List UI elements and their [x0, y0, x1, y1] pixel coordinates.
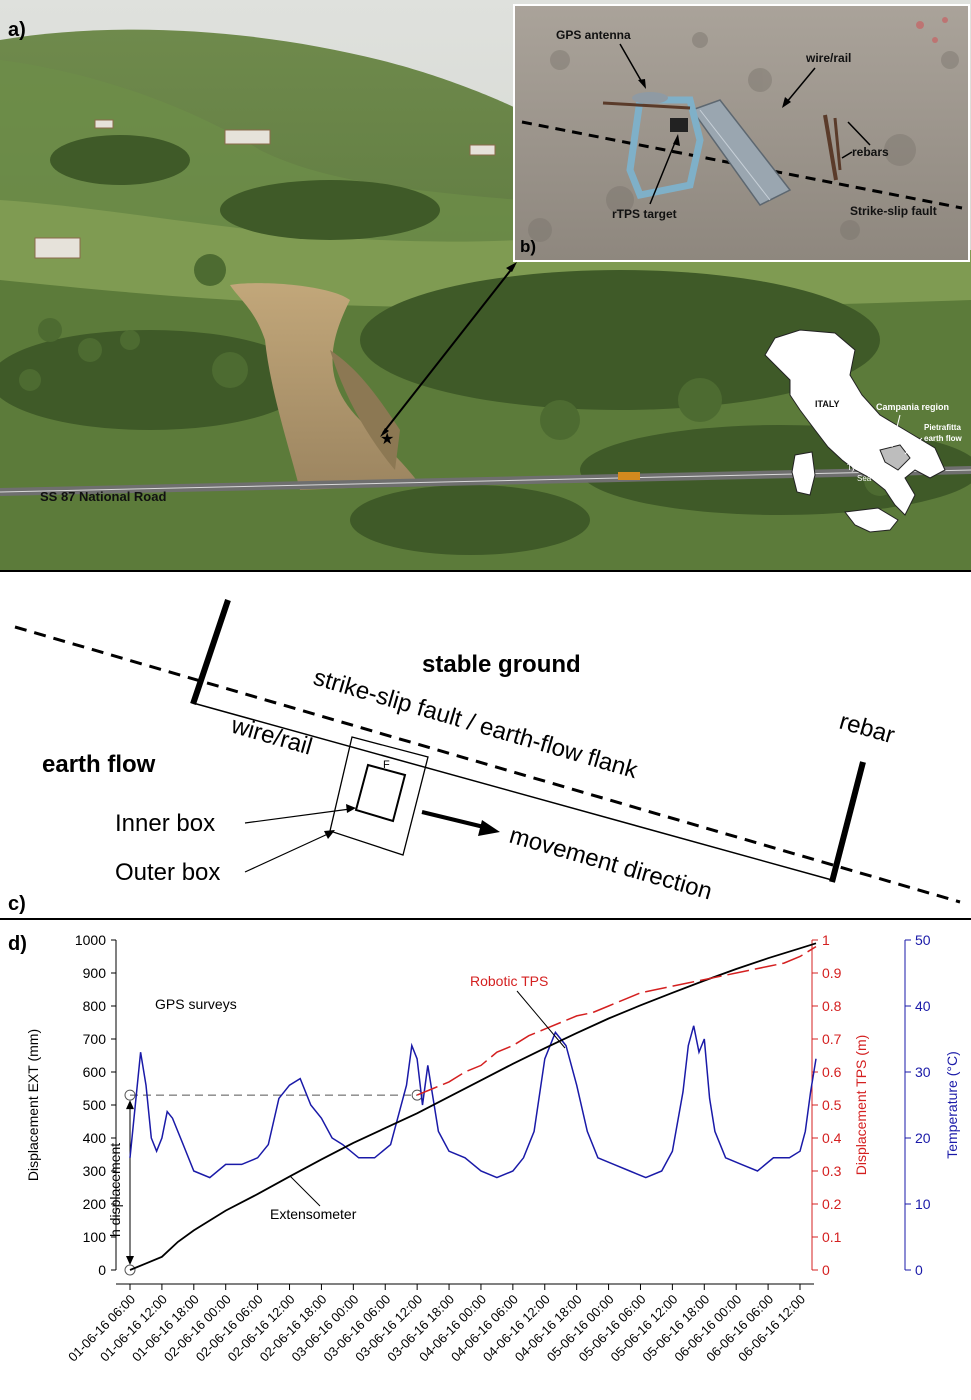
gps-survey-point — [411, 1089, 423, 1101]
y-tick-label-right-temp: 10 — [915, 1196, 931, 1212]
y-tick-label-right-temp: 20 — [915, 1130, 931, 1146]
label-rtps-target: rTPS target — [612, 207, 677, 221]
movement-arrow-icon — [478, 820, 500, 836]
label-wire-rail: wire/rail — [227, 712, 315, 761]
wire-rail-line — [192, 702, 833, 881]
y-tick-label-left: 600 — [83, 1064, 107, 1080]
map-label-sea-1: Tyrrhenian — [847, 463, 885, 472]
map-label-campania: Campania region — [876, 402, 949, 412]
panel-d-chart: d) 0 100 200 300 400 500 600 700 800 900 1000 Displ… — [0, 920, 971, 1395]
series-robotic-tps-line — [416, 945, 817, 1096]
y-tick-label-left: 500 — [83, 1097, 107, 1113]
y-tick-label-right-tps: 0.8 — [822, 998, 842, 1014]
y-tick-label-right-tps: 0.6 — [822, 1064, 842, 1080]
gps-survey-point — [124, 1089, 136, 1101]
inner-box — [354, 763, 407, 823]
y-tick-label-left: 0 — [98, 1262, 106, 1278]
label-wire-rail-photo: wire/rail — [805, 51, 851, 65]
y-tick-label-right-tps: 0.1 — [822, 1229, 842, 1245]
y-tick-label-right-temp: 50 — [915, 932, 931, 948]
y-tick-label-right-tps: 0.4 — [822, 1130, 842, 1146]
y-tick-label-right-tps: 0.3 — [822, 1163, 842, 1179]
label-f: F — [383, 759, 390, 771]
y-tick-label-right-tps: 0.2 — [822, 1196, 842, 1212]
displacement-chart: d) 01002003004005006007008009001000Displ… — [8, 932, 960, 1364]
map-label-sea-2: Sea — [857, 474, 872, 483]
panel-a-label: a) — [8, 19, 26, 41]
map-label-pietrafitta-2: earth flow — [924, 434, 963, 443]
extensometer-pointer — [289, 1175, 321, 1207]
label-movement-direction: movement direction — [506, 822, 715, 906]
map-label-italy: ITALY — [815, 399, 840, 409]
y-tick-label-left: 800 — [83, 998, 107, 1014]
annotation-extensometer: Extensometer — [270, 1206, 357, 1222]
y-axis-label-right-tps: Displacement TPS (m) — [853, 1035, 869, 1176]
label-earth-flow: earth flow — [42, 751, 156, 778]
robotic-tps-pointer — [516, 990, 566, 1049]
y-axis-label-right-temp: Temperature (°C) — [944, 1051, 960, 1159]
panel-c-schematic: F stable ground earth flow strike-slip f… — [0, 570, 971, 920]
rebar-right — [829, 761, 866, 883]
label-outer-box: Outer box — [115, 859, 220, 886]
y-tick-label-left: 400 — [83, 1130, 107, 1146]
outer-box — [329, 736, 429, 856]
annotation-gps-surveys: GPS surveys — [155, 996, 237, 1012]
y-tick-label-right-temp: 30 — [915, 1064, 931, 1080]
star-marker-icon: ★ — [380, 431, 394, 448]
series-temperature-line — [129, 1025, 817, 1179]
y-tick-label-right-tps: 0.5 — [822, 1097, 842, 1113]
y-tick-label-right-temp: 40 — [915, 998, 931, 1014]
map-label-pietrafitta-1: Pietrafitta — [924, 423, 961, 432]
panel-d-label: d) — [8, 933, 27, 955]
label-strike-slip-fault-photo: Strike-slip fault — [850, 204, 937, 218]
annotation-robotic-tps: Robotic TPS — [470, 973, 548, 989]
label-rebar: rebar — [836, 708, 897, 749]
landslide-photo: ★ — [0, 0, 971, 571]
label-inner-box: Inner box — [115, 810, 215, 837]
y-tick-label-right-tps: 1 — [822, 932, 830, 948]
y-axis-label-left: Displacement EXT (mm) — [25, 1029, 41, 1181]
label-rebars: rebars — [852, 145, 889, 159]
label-fault: strike-slip fault / earth-flow flank — [310, 664, 641, 785]
panel-a-photo: ★ — [0, 0, 971, 571]
label-gps-antenna: GPS antenna — [556, 28, 631, 42]
y-tick-label-left: 900 — [83, 965, 107, 981]
y-tick-label-left: 200 — [83, 1196, 107, 1212]
y-tick-label-right-tps: 0.9 — [822, 965, 842, 981]
arrowhead-up-icon — [126, 1100, 134, 1110]
series-extensometer-line — [129, 942, 817, 1271]
rebar-left — [190, 599, 231, 705]
italy-inset-map: ITALY Campania region Pietrafitta earth … — [764, 329, 963, 533]
fault-line — [14, 625, 961, 904]
arrowhead-down-icon — [126, 1256, 134, 1265]
label-stable-ground: stable ground — [422, 651, 581, 678]
panel-b-label: b) — [520, 237, 536, 256]
y-tick-label-left: 100 — [83, 1229, 107, 1245]
y-tick-label-right-tps: 0.7 — [822, 1031, 842, 1047]
y-tick-label-left: 700 — [83, 1031, 107, 1047]
annotation-h-displacement: h displacement — [107, 1143, 123, 1237]
road-label: SS 87 National Road — [40, 489, 166, 504]
y-tick-label-left: 1000 — [75, 932, 106, 948]
truck-icon — [618, 472, 640, 480]
y-tick-label-right-temp: 0 — [915, 1262, 923, 1278]
y-tick-label-right-tps: 0 — [822, 1262, 830, 1278]
panel-c-label: c) — [8, 893, 26, 915]
schematic-diagram: F stable ground earth flow strike-slip f… — [8, 599, 961, 915]
panel-b-inset: GPS antenna wire/rail rebars rTPS target… — [513, 4, 970, 262]
y-tick-label-left: 300 — [83, 1163, 107, 1179]
